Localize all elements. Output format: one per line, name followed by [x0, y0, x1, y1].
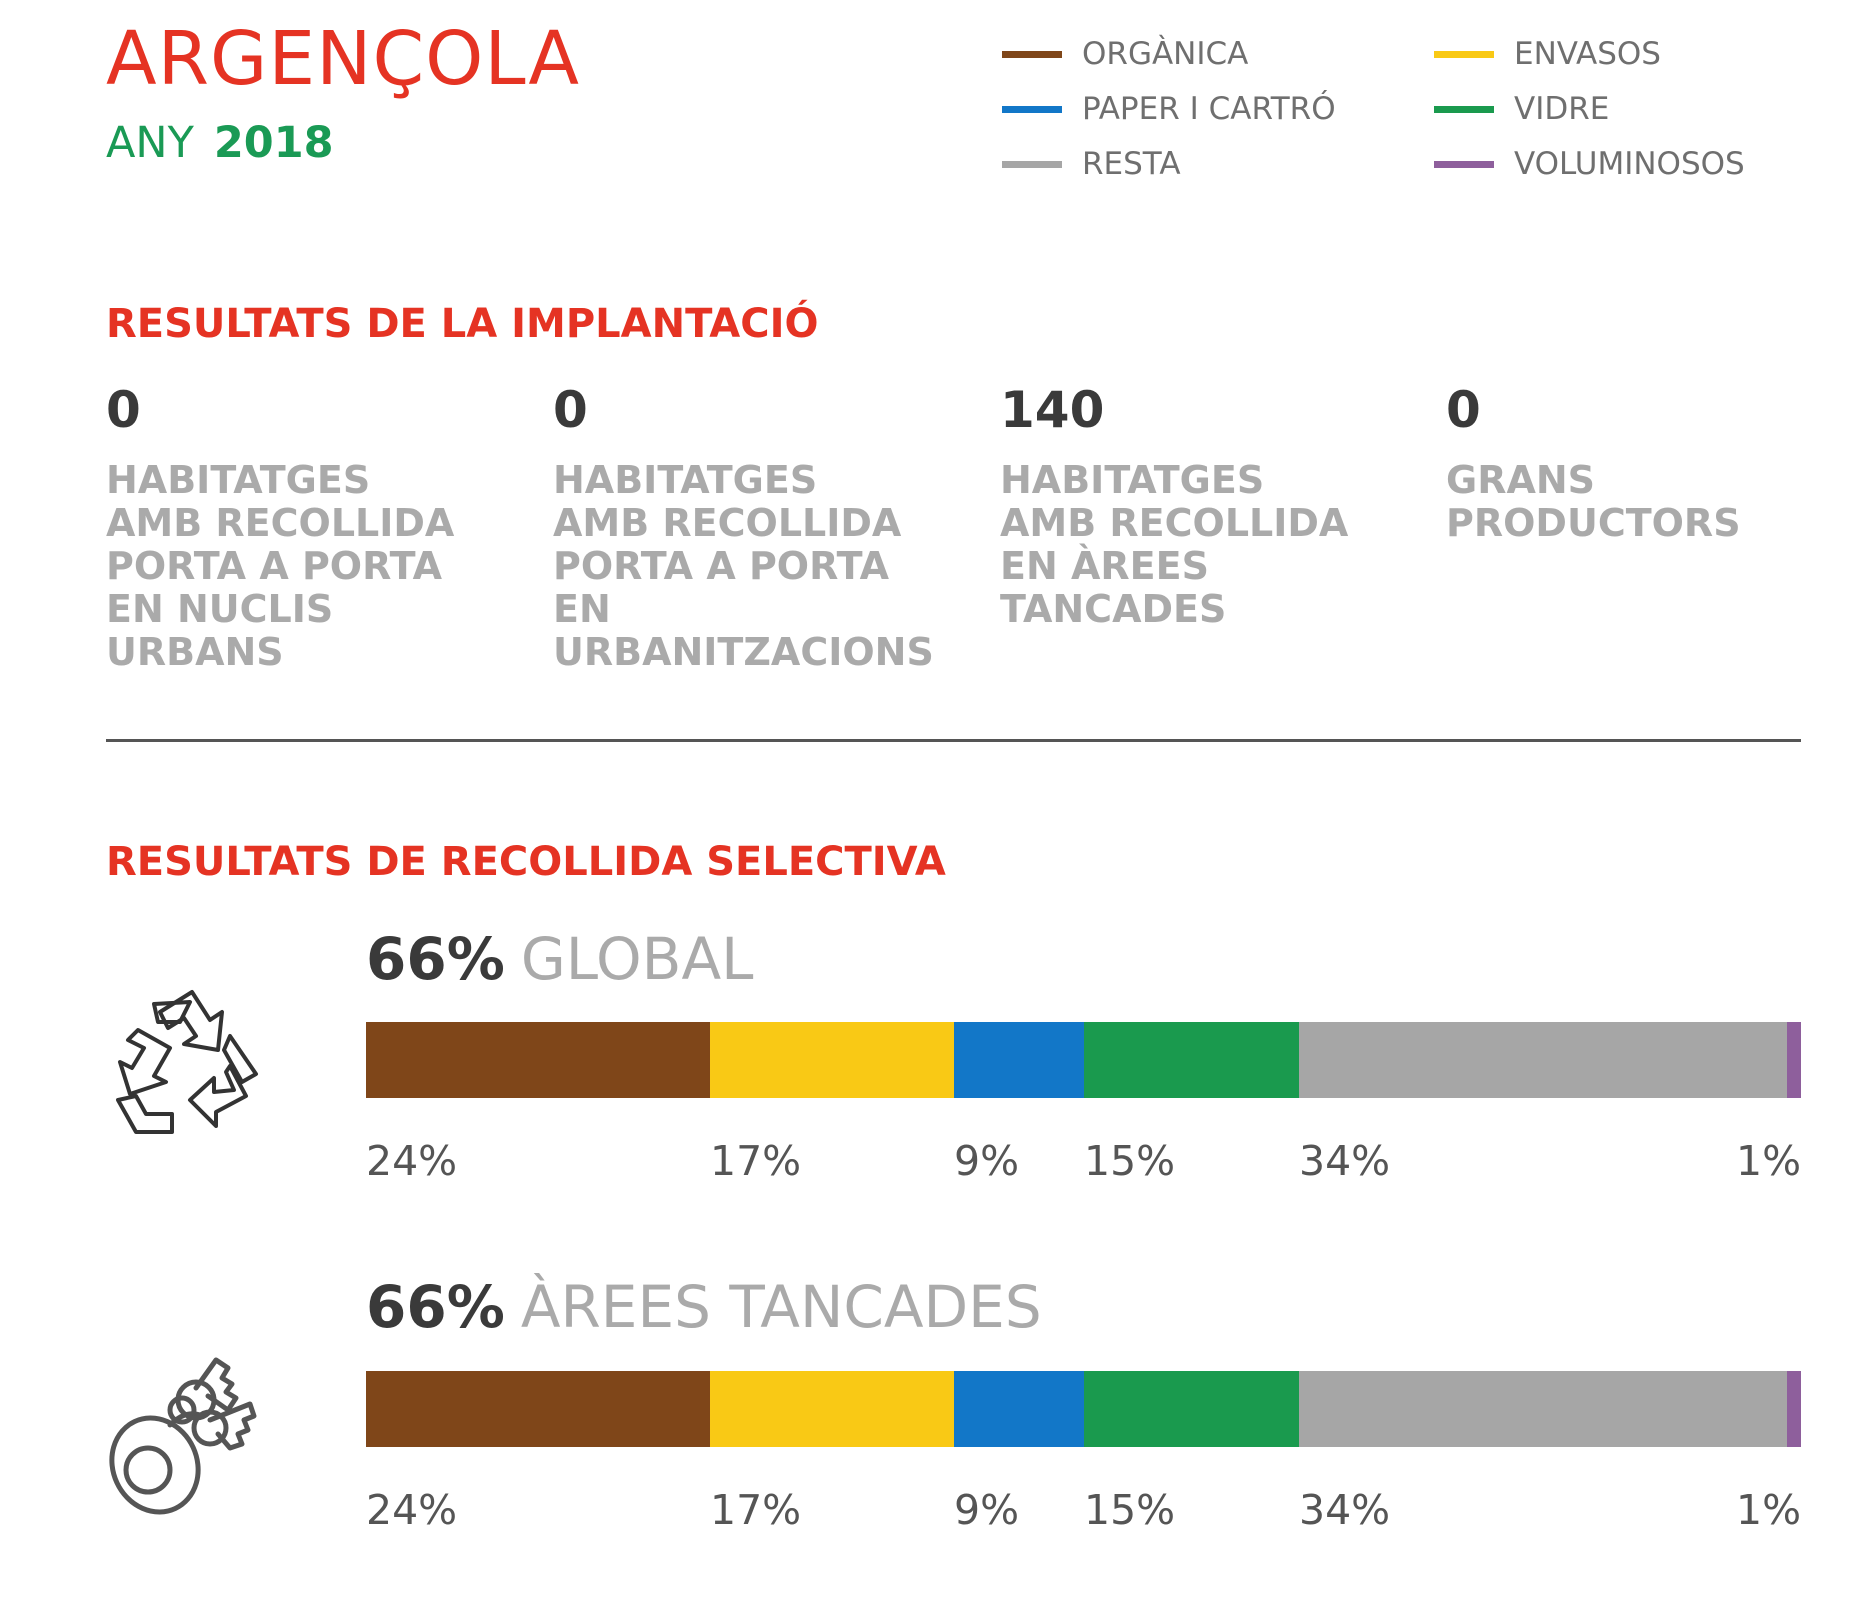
chart-total: 66% — [366, 1273, 505, 1341]
stat-label-line: GRANS — [1446, 458, 1596, 502]
bar-segment-label: 24% — [366, 1137, 458, 1185]
stat-label-line: AMB RECOLLIDA — [1000, 501, 1349, 545]
legend-item-organica: ORGÀNICA — [1002, 34, 1248, 74]
stat-label-line: HABITATGES — [1000, 458, 1265, 502]
stat-label-line: PORTA A PORTA — [106, 544, 443, 588]
stat-label: HABITATGES AMB RECOLLIDA PORTA A PORTA E… — [106, 459, 526, 674]
year-label: ANY — [106, 118, 194, 168]
legend-swatch — [1434, 50, 1494, 58]
bar-segment-resta — [1299, 1022, 1787, 1098]
legend-item-resta: RESTA — [1002, 144, 1181, 184]
bar-segment-org-nica — [366, 1371, 710, 1447]
legend-item-envasos: ENVASOS — [1434, 34, 1661, 74]
bar-segment-envasos — [710, 1022, 954, 1098]
recycle-icon — [100, 982, 270, 1142]
legend-item-paper: PAPER I CARTRÓ — [1002, 89, 1336, 129]
stat-label: GRANS PRODUCTORS — [1446, 459, 1866, 545]
legend-swatch — [1002, 160, 1062, 168]
chart-name: GLOBAL — [520, 925, 754, 993]
section-divider — [106, 739, 1801, 742]
legend-label: RESTA — [1082, 145, 1181, 182]
legend-swatch — [1002, 105, 1062, 113]
stacked-bar-global — [366, 1022, 1801, 1098]
legend-label: VOLUMINOSOS — [1514, 145, 1745, 182]
stat-urbanitzacions: 0 HABITATGES AMB RECOLLIDA PORTA A PORTA… — [553, 385, 973, 674]
stat-label-line: AMB RECOLLIDA — [553, 501, 902, 545]
bar-segment-label: 9% — [954, 1137, 1020, 1185]
bar-segment-label: 15% — [1084, 1486, 1176, 1534]
stat-value: 0 — [553, 381, 588, 439]
bar-segment-label: 34% — [1299, 1486, 1391, 1534]
bar-segment-label: 17% — [710, 1486, 802, 1534]
section-title-implantacio: RESULTATS DE LA IMPLANTACIÓ — [106, 301, 819, 347]
stat-label-line: EN — [553, 587, 611, 631]
stat-label: HABITATGES AMB RECOLLIDA EN ÀREES TANCAD… — [1000, 459, 1420, 631]
stat-label-line: TANCADES — [1000, 587, 1227, 631]
section-title-selectiva: RESULTATS DE RECOLLIDA SELECTIVA — [106, 839, 946, 885]
bar-segment-label: 1% — [1736, 1486, 1802, 1534]
stat-label-line: URBANITZACIONS — [553, 630, 934, 674]
legend-swatch — [1434, 105, 1494, 113]
stacked-bar-arees-tancades — [366, 1371, 1801, 1447]
bar-segment-label: 17% — [710, 1137, 802, 1185]
percent-labels-arees-tancades: 24% 17% 9% 15% 34% 1% — [366, 1490, 1801, 1538]
bar-segment-voluminosos — [1787, 1371, 1801, 1447]
bar-segment-label: 34% — [1299, 1137, 1391, 1185]
percent-labels-global: 24% 17% 9% 15% 34% 1% — [366, 1141, 1801, 1189]
chart-name: ÀREES TANCADES — [520, 1273, 1042, 1341]
legend-label: PAPER I CARTRÓ — [1082, 90, 1336, 127]
chart-total: 66% — [366, 925, 505, 993]
bar-segment-label: 24% — [366, 1486, 458, 1534]
bar-segment-vidre — [1084, 1371, 1299, 1447]
stat-label-line: EN ÀREES — [1000, 544, 1209, 588]
year-value: 2018 — [213, 118, 334, 168]
legend-item-voluminosos: VOLUMINOSOS — [1434, 144, 1745, 184]
legend-item-vidre: VIDRE — [1434, 89, 1609, 129]
stat-label-line: HABITATGES — [553, 458, 818, 502]
stat-grans-productors: 0 GRANS PRODUCTORS — [1446, 385, 1866, 545]
bar-segment-paper-i-cartr- — [954, 1371, 1084, 1447]
year-row: ANY 2018 — [106, 122, 334, 165]
legend-label: ORGÀNICA — [1082, 35, 1249, 72]
bar-segment-voluminosos — [1787, 1022, 1801, 1098]
stat-value: 140 — [1000, 381, 1105, 439]
stat-label-line: PORTA A PORTA — [553, 544, 890, 588]
chart-title-global: 66% GLOBAL — [366, 930, 753, 988]
bar-segment-label: 1% — [1736, 1137, 1802, 1185]
bar-segment-envasos — [710, 1371, 954, 1447]
bar-segment-vidre — [1084, 1022, 1299, 1098]
stat-value: 0 — [1446, 381, 1481, 439]
legend-label: VIDRE — [1514, 90, 1610, 127]
town-title: ARGENÇOLA — [106, 16, 580, 102]
bar-segment-resta — [1299, 1371, 1787, 1447]
stat-label-line: HABITATGES — [106, 458, 371, 502]
bar-segment-org-nica — [366, 1022, 710, 1098]
stat-nuclis-urbans: 0 HABITATGES AMB RECOLLIDA PORTA A PORTA… — [106, 385, 526, 674]
stat-value: 0 — [106, 381, 141, 439]
stat-label-line: PRODUCTORS — [1446, 501, 1741, 545]
stat-arees-tancades: 140 HABITATGES AMB RECOLLIDA EN ÀREES TA… — [1000, 385, 1420, 631]
stat-label-line: URBANS — [106, 630, 284, 674]
bar-segment-label: 9% — [954, 1486, 1020, 1534]
chart-title-arees-tancades: 66% ÀREES TANCADES — [366, 1278, 1042, 1336]
legend-swatch — [1002, 50, 1062, 58]
keys-icon — [100, 1300, 280, 1520]
legend-label: ENVASOS — [1514, 35, 1661, 72]
bar-segment-paper-i-cartr- — [954, 1022, 1084, 1098]
stat-label: HABITATGES AMB RECOLLIDA PORTA A PORTA E… — [553, 459, 973, 674]
bar-segment-label: 15% — [1084, 1137, 1176, 1185]
legend-swatch — [1434, 160, 1494, 168]
stat-label-line: AMB RECOLLIDA — [106, 501, 455, 545]
legend: ORGÀNICA ENVASOS PAPER I CARTRÓ VIDRE RE… — [1002, 34, 1802, 184]
stat-label-line: EN NUCLIS — [106, 587, 334, 631]
